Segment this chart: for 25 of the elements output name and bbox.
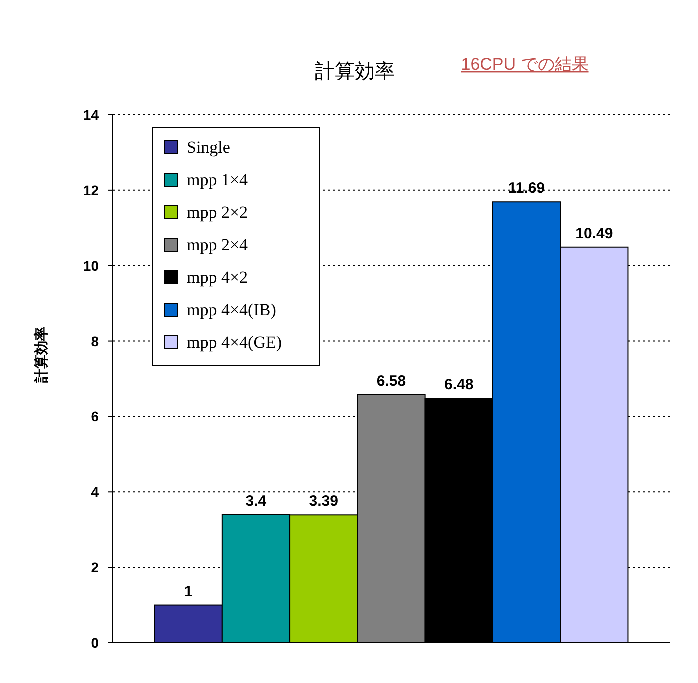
data-label: 11.69 [508, 180, 546, 198]
legend-label: mpp 2×4 [187, 236, 249, 254]
chart-subtitle: 16CPU での結果 [461, 55, 589, 74]
y-tick-label: 12 [83, 182, 100, 198]
y-axis-title: 計算効率 [33, 327, 49, 384]
y-tick-label: 4 [91, 484, 100, 500]
y-tick-label: 2 [91, 560, 100, 576]
data-label: 6.48 [444, 376, 474, 394]
data-label: 6.58 [376, 372, 406, 390]
legend-label: mpp 4×4(IB) [187, 300, 276, 320]
legend-label: mpp 2×2 [187, 203, 248, 222]
data-label: 1 [184, 583, 193, 600]
legend-label: Single [187, 138, 230, 157]
data-label: 3.4 [246, 492, 268, 510]
y-tick-label: 0 [91, 635, 100, 651]
data-label: 3.39 [309, 493, 338, 510]
chart-title: 計算効率 [315, 61, 395, 83]
data-label: 10.49 [576, 225, 614, 242]
y-tick-label: 8 [91, 333, 100, 350]
y-tick-label: 10 [83, 258, 100, 274]
y-tick-label: 14 [83, 107, 100, 123]
legend-label: mpp 1×4 [187, 170, 249, 190]
y-tick-label: 6 [91, 408, 100, 425]
legend-label: mpp 4×2 [187, 268, 248, 287]
legend-label: mpp 4×4(GE) [187, 333, 282, 352]
